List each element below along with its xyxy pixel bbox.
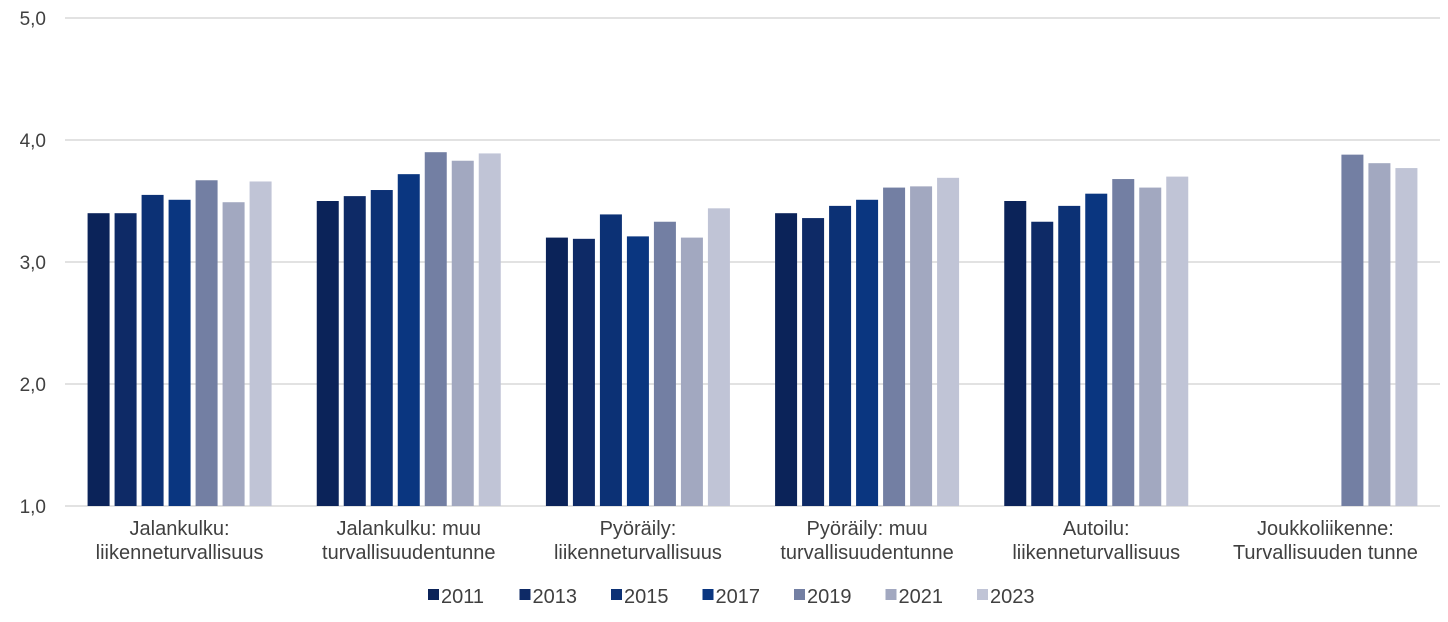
legend-swatch-2023 [977,589,988,600]
bar-2015 [370,190,393,506]
legend-label-2021: 2021 [899,586,944,608]
bar-2019 [1341,154,1364,506]
bar-2015 [1058,205,1081,506]
bar-2019 [653,221,676,507]
y-axis-ticks: 1,0 2,0 3,0 4,0 5,0 [20,9,46,518]
bar-2019 [195,180,218,506]
y-tick-label: 4,0 [20,131,46,152]
legend-label-2015: 2015 [624,586,669,608]
y-tick-label: 2,0 [20,375,46,396]
bar-2021 [1139,187,1162,506]
bar-2023 [937,177,960,506]
bar-2017 [626,236,649,506]
bar-2023 [1166,176,1189,506]
bar-2023 [1395,168,1418,506]
x-category-label: Jalankulku: liikenneturvallisuus [96,518,264,564]
y-tick-label: 3,0 [20,253,46,274]
x-axis-categories: Jalankulku: liikenneturvallisuus Jalankulk… [96,518,1418,564]
bar-2015 [599,214,622,507]
bar-2019 [1112,179,1135,507]
y-tick-label: 1,0 [20,497,46,518]
bars [87,152,1418,507]
bar-2019 [883,187,906,506]
x-category-label: Pyöräily: liikenneturvallisuus [554,518,722,564]
bar-2017 [168,199,191,506]
legend-swatch-2019 [794,589,805,600]
bar-2011 [775,213,798,506]
bar-2017 [397,174,420,506]
bar-2011 [87,213,110,506]
legend-label-2023: 2023 [990,586,1035,608]
legend-label-2013: 2013 [533,586,578,608]
bar-2013 [114,213,137,506]
bar-2017 [1085,193,1108,506]
bar-2021 [910,186,933,507]
x-category-label: Autoilu: liikenneturvallisuus [1012,518,1180,564]
bar-2011 [545,237,568,506]
legend: 2011 2013 2015 2017 2019 2021 2023 [428,586,1035,608]
x-category-label: Pyöräily: muu turvallisuudentunne [780,518,953,564]
legend-swatch-2017 [702,589,714,600]
bar-2011 [1004,201,1027,506]
bar-2013 [1031,221,1054,507]
x-category-label: Jalankulku: muu turvallisuudentunne [322,518,495,564]
bar-2013 [343,196,366,506]
bar-2013 [802,218,825,506]
legend-label-2017: 2017 [716,586,761,608]
bar-2023 [249,181,272,507]
x-category-label: Joukkoliikenne: Turvallisuuden tunne [1233,518,1418,564]
legend-swatch-2013 [519,589,531,600]
legend-label-2019: 2019 [807,586,852,608]
gridlines [65,17,1440,507]
bar-2021 [222,202,245,506]
y-tick-label: 5,0 [20,9,46,30]
bar-2017 [856,199,879,506]
bar-2015 [829,205,852,506]
bar-2011 [316,201,339,506]
bar-2021 [1368,163,1391,506]
legend-swatch-2011 [428,589,439,600]
legend-swatch-2021 [885,589,897,600]
bar-2021 [680,237,703,506]
bar-2021 [451,160,474,507]
legend-swatch-2015 [611,589,622,600]
bar-2023 [707,208,730,506]
legend-label-2011: 2011 [441,586,484,608]
bar-2023 [478,153,501,507]
bar-2015 [141,194,164,506]
bar-2013 [572,238,595,506]
bar-2019 [424,152,447,506]
